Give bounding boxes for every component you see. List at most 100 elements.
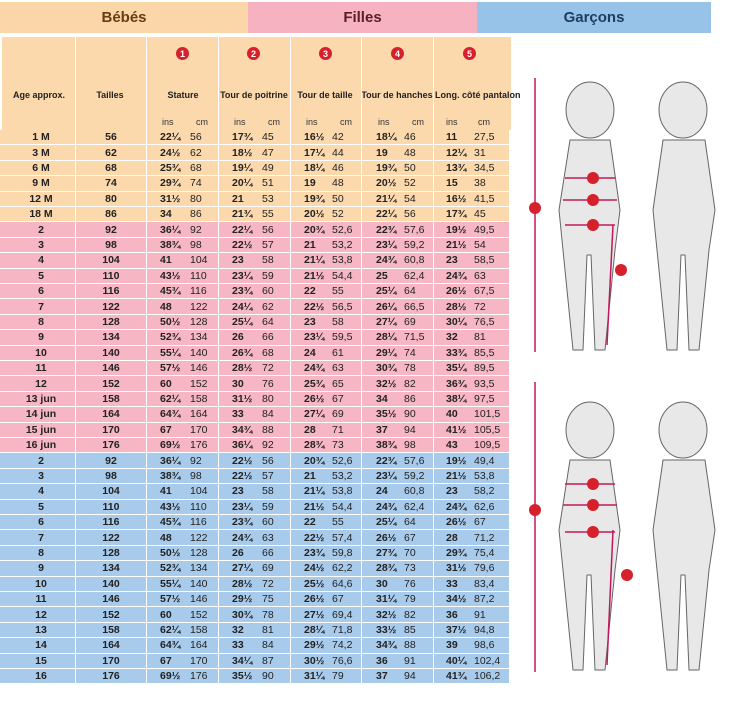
table-cell: 134 (102, 331, 120, 344)
table-cell: 60,8 (404, 485, 425, 498)
table-cell: 17¾ (446, 208, 467, 221)
table-cell: 37 (376, 670, 388, 683)
table-cell: 16 (35, 670, 47, 683)
table-cell: 9 M (32, 177, 50, 190)
table-cell: 128 (190, 546, 208, 559)
table-cell: 10 (35, 346, 47, 359)
table-cell: 63 (332, 362, 344, 375)
table-cell: 54,4 (332, 269, 353, 282)
table-cell: 21 (232, 192, 244, 205)
table-row: 12 152 60 152 30 76 25¾ 65 32½ 82 36¾ 93,5 (0, 376, 509, 392)
table-cell: 56 (404, 208, 416, 221)
header-garcons: Garçons (477, 2, 711, 33)
table-cell: 48 (160, 531, 172, 544)
table-cell: 140 (102, 577, 120, 590)
table-row: 4 104 41 104 23 58 21¼ 53,8 24 60,8 23 58,2 (0, 484, 509, 500)
table-cell: 53,2 (332, 238, 353, 251)
table-cell: 86 (105, 208, 117, 221)
table-cell: 85,5 (474, 346, 495, 359)
table-cell: 90 (262, 670, 274, 683)
table-cell: 58 (262, 485, 274, 498)
table-cell: 158 (190, 623, 208, 636)
table-cell: 43½ (160, 269, 181, 282)
table-cell: 27½ (304, 608, 325, 621)
table-cell: 27,5 (474, 131, 495, 144)
table-cell: 91 (404, 654, 416, 667)
table-cell: 41 (160, 254, 172, 267)
table-cell: 37½ (446, 623, 467, 636)
table-cell: 128 (102, 315, 120, 328)
table-cell: 21¼ (304, 485, 325, 498)
boy-marker-3 (587, 499, 599, 511)
table-cell: 26½ (376, 531, 397, 544)
table-cell: 122 (190, 531, 208, 544)
table-cell: 3 M (32, 146, 50, 159)
table-cell: 20¾ (304, 454, 325, 467)
table-cell: 50 (404, 161, 416, 174)
table-cell: 14 (35, 639, 47, 652)
table-cell: 21 (304, 469, 316, 482)
table-cell: 30 (232, 377, 244, 390)
table-cell: 22¾ (376, 223, 397, 236)
table-cell: 89,5 (474, 362, 495, 375)
boy-front-body (558, 459, 621, 671)
table-cell: 41¾ (446, 670, 467, 683)
table-cell: 44 (332, 146, 344, 159)
girl-front-body (558, 139, 621, 351)
table-cell: 71,5 (404, 331, 425, 344)
table-cell: 69½ (160, 439, 181, 452)
table-cell: 49,5 (474, 223, 495, 236)
table-cell: 2 (38, 223, 44, 236)
table-cell: 24½ (160, 146, 181, 159)
table-cell: 69 (332, 408, 344, 421)
table-row: 3 98 38¾ 98 22½ 57 21 53,2 23¼ 59,2 21½ 53,8 (0, 468, 509, 485)
table-cell: 106,2 (474, 670, 501, 683)
table-cell: 20¾ (304, 223, 325, 236)
table-cell: 36 (376, 654, 388, 667)
table-cell: 59,8 (332, 546, 353, 559)
table-cell: 76,5 (474, 315, 495, 328)
table-cell: 98 (404, 439, 416, 452)
table-cell: 3 (38, 238, 44, 251)
table-cell: 33¾ (446, 346, 467, 359)
table-row: 4 104 41 104 23 58 21¼ 53,8 24¾ 60,8 23 58,5 (0, 253, 509, 269)
table-cell: 57,6 (404, 454, 425, 467)
table-cell: 60 (262, 516, 274, 529)
table-cell: 21½ (446, 469, 467, 482)
table-cell: 110 (190, 500, 207, 513)
table-row: 12 M 80 31½ 80 21 53 19¾ 50 21¼ 54 16½ 41,5 (0, 191, 509, 207)
unit-cm: cm (478, 117, 490, 127)
table-cell: 53 (262, 192, 274, 205)
table-cell: 23¼ (232, 269, 253, 282)
table-cell: 65 (332, 377, 344, 390)
table-cell: 50½ (160, 315, 181, 328)
table-cell: 26½ (446, 516, 467, 529)
table-cell: 11 (35, 593, 47, 606)
table-cell: 8 (38, 315, 44, 328)
table-cell: 34½ (446, 593, 467, 606)
table-cell: 61 (332, 346, 344, 359)
table-cell: 80 (262, 392, 274, 405)
table-cell: 62,4 (404, 500, 425, 513)
table-cell: 62,4 (404, 269, 425, 282)
table-cell: 69 (262, 562, 274, 575)
table-cell: 64¾ (160, 408, 181, 421)
table-cell: 26½ (446, 285, 467, 298)
table-cell: 24½ (304, 562, 325, 575)
column-divider (75, 37, 76, 707)
table-cell: 26 (232, 331, 244, 344)
table-cell: 74 (190, 177, 202, 190)
table-cell: 128 (102, 546, 120, 559)
table-cell: 62 (262, 300, 274, 313)
table-cell: 94,8 (474, 623, 495, 636)
table-cell: 66 (262, 331, 274, 344)
table-cell: 53,2 (332, 469, 353, 482)
table-cell: 67 (404, 531, 416, 544)
table-cell: 164 (190, 408, 208, 421)
table-cell: 146 (190, 593, 208, 606)
table-cell: 92 (262, 439, 274, 452)
table-cell: 28½ (446, 300, 467, 313)
table-cell: 34 (376, 392, 388, 405)
number-4: 4 (391, 47, 404, 60)
table-cell: 152 (190, 377, 208, 390)
